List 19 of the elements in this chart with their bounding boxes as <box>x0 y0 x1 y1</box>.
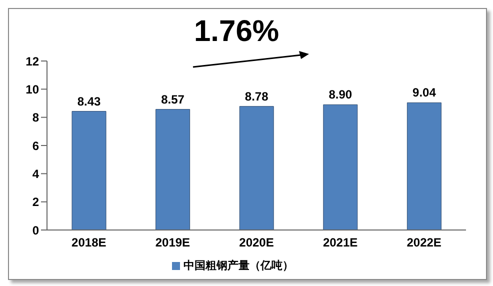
y-tick-label: 4 <box>32 166 40 181</box>
x-tick-label: 2022E <box>406 236 442 250</box>
y-tick-label: 8 <box>32 110 40 125</box>
x-tick-label: 2021E <box>322 236 358 250</box>
y-tick-label: 10 <box>26 82 40 96</box>
legend-label: 中国粗钢产量（亿吨） <box>184 260 294 272</box>
x-tick-label: 2019E <box>155 236 190 250</box>
y-tick-label: 6 <box>32 138 40 153</box>
x-tick-label: 2018E <box>72 236 106 250</box>
y-tick-label: 12 <box>26 54 40 68</box>
y-tick-label: 2 <box>32 195 40 210</box>
data-label: 8.78 <box>244 89 269 104</box>
text: 1.76% <box>194 15 280 49</box>
data-label: 8.90 <box>328 88 352 102</box>
data-label: 8.43 <box>77 94 101 108</box>
x-tick-label: 2020E <box>239 236 274 250</box>
data-label: 9.04 <box>412 86 436 100</box>
data-label: 8.57 <box>161 92 185 106</box>
y-tick-label: 0 <box>32 223 40 238</box>
